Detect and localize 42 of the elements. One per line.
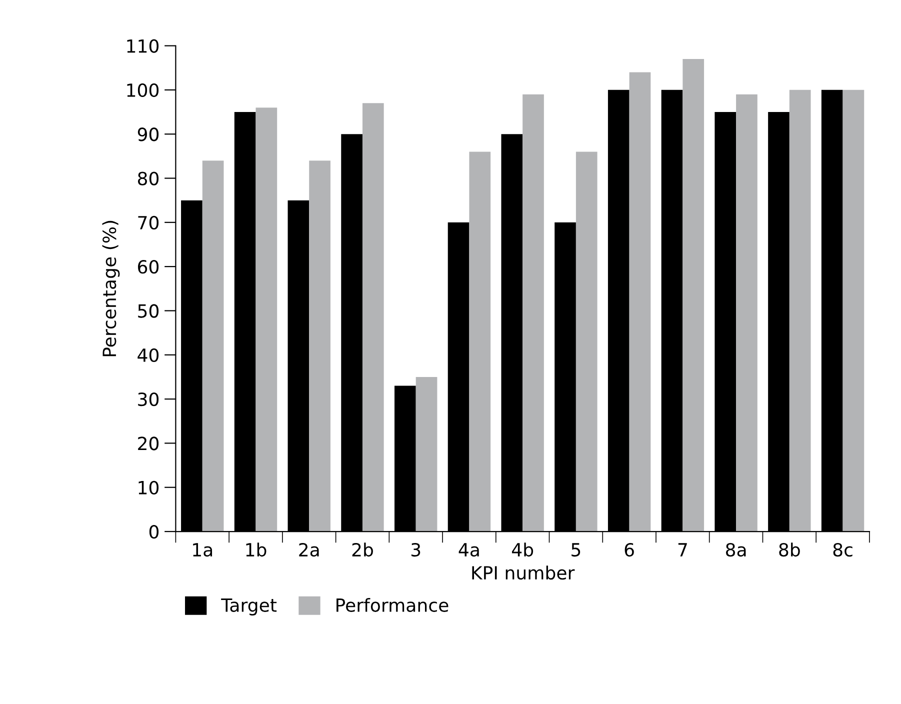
bar xyxy=(469,152,491,532)
x-tick-label: 4a xyxy=(458,543,479,557)
x-tick-label: 2a xyxy=(299,542,319,557)
y-tick-label: 20 xyxy=(138,436,159,450)
y-tick-label: 10 xyxy=(138,480,159,494)
x-axis-title: KPI number xyxy=(472,566,575,580)
y-tick-label: 70 xyxy=(138,216,159,230)
x-tick-label: 5 xyxy=(572,543,580,557)
bar xyxy=(416,376,438,532)
y-tick-label: 40 xyxy=(138,348,159,362)
x-tick-label: 7 xyxy=(678,543,687,556)
bar xyxy=(522,94,544,532)
x-tick-label: 4b xyxy=(512,542,534,557)
y-tick-label: 30 xyxy=(138,392,159,406)
y-tick-label: 0 xyxy=(149,524,159,539)
y-tick-label: 100 xyxy=(127,83,159,98)
bar xyxy=(629,72,651,532)
y-tick-label: 80 xyxy=(138,172,159,186)
bar xyxy=(202,160,224,532)
bar xyxy=(842,90,864,532)
x-tick-label: 8c xyxy=(833,542,852,557)
legend-label: Target xyxy=(221,598,277,616)
bar xyxy=(309,160,330,532)
bar xyxy=(682,59,704,532)
x-tick-label: 6 xyxy=(624,542,634,557)
y-tick-label: 60 xyxy=(138,260,159,274)
x-tick-label: 8b xyxy=(779,542,800,557)
y-axis-title: Percentage (%) xyxy=(102,220,120,356)
y-tick-label: 90 xyxy=(138,128,159,142)
x-tick-label: 3 xyxy=(411,542,420,557)
x-tick-label: 1a xyxy=(193,543,212,557)
bar xyxy=(789,90,811,532)
legend-label: Performance xyxy=(336,598,448,612)
bar xyxy=(256,108,278,532)
x-tick-label: 2b xyxy=(352,542,373,557)
y-tick-label: 50 xyxy=(138,304,159,318)
x-tick-label: 1b xyxy=(246,542,266,557)
bar xyxy=(736,94,758,532)
x-tick-label: 8a xyxy=(726,542,746,557)
y-tick-label: 110 xyxy=(127,39,159,53)
bar xyxy=(362,103,384,532)
bar xyxy=(576,152,598,532)
